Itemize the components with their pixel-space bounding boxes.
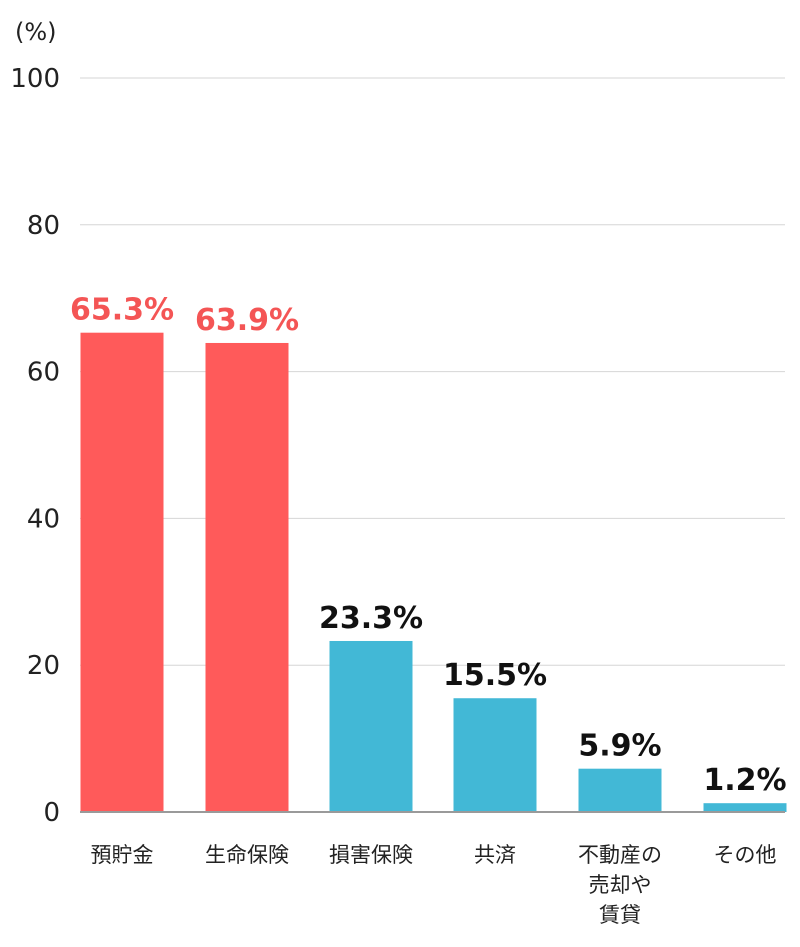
y-tick-label: 40 [27, 504, 60, 534]
bar-value-label: 15.5% [443, 658, 547, 693]
bar-value-label: 63.9% [195, 303, 299, 338]
bar-value-label: 5.9% [578, 729, 661, 764]
x-category-label: 賃貸 [599, 903, 641, 927]
y-tick-label: 80 [27, 211, 60, 241]
x-category-label: 共済 [474, 843, 516, 867]
y-tick-label: 0 [43, 798, 60, 828]
bar [578, 768, 662, 812]
bar [329, 640, 413, 812]
bar [80, 332, 164, 812]
bar [703, 803, 787, 812]
y-tick-label: 60 [27, 358, 60, 388]
x-category-label: 売却や [589, 873, 652, 897]
bar-value-label: 65.3% [70, 293, 174, 328]
x-category-label: 不動産の [578, 843, 662, 867]
x-category-label: その他 [714, 843, 777, 867]
y-tick-label: 100 [10, 64, 60, 94]
y-axis-unit-label: (%) [15, 18, 57, 46]
x-category-label: 生命保険 [205, 843, 289, 867]
y-tick-label: 20 [27, 651, 60, 681]
x-category-label: 預貯金 [91, 843, 154, 867]
bar [205, 342, 289, 812]
bar-value-label: 23.3% [319, 601, 423, 636]
x-category-label: 損害保険 [329, 843, 413, 867]
bar [453, 698, 537, 812]
bar-value-label: 1.2% [703, 763, 786, 798]
